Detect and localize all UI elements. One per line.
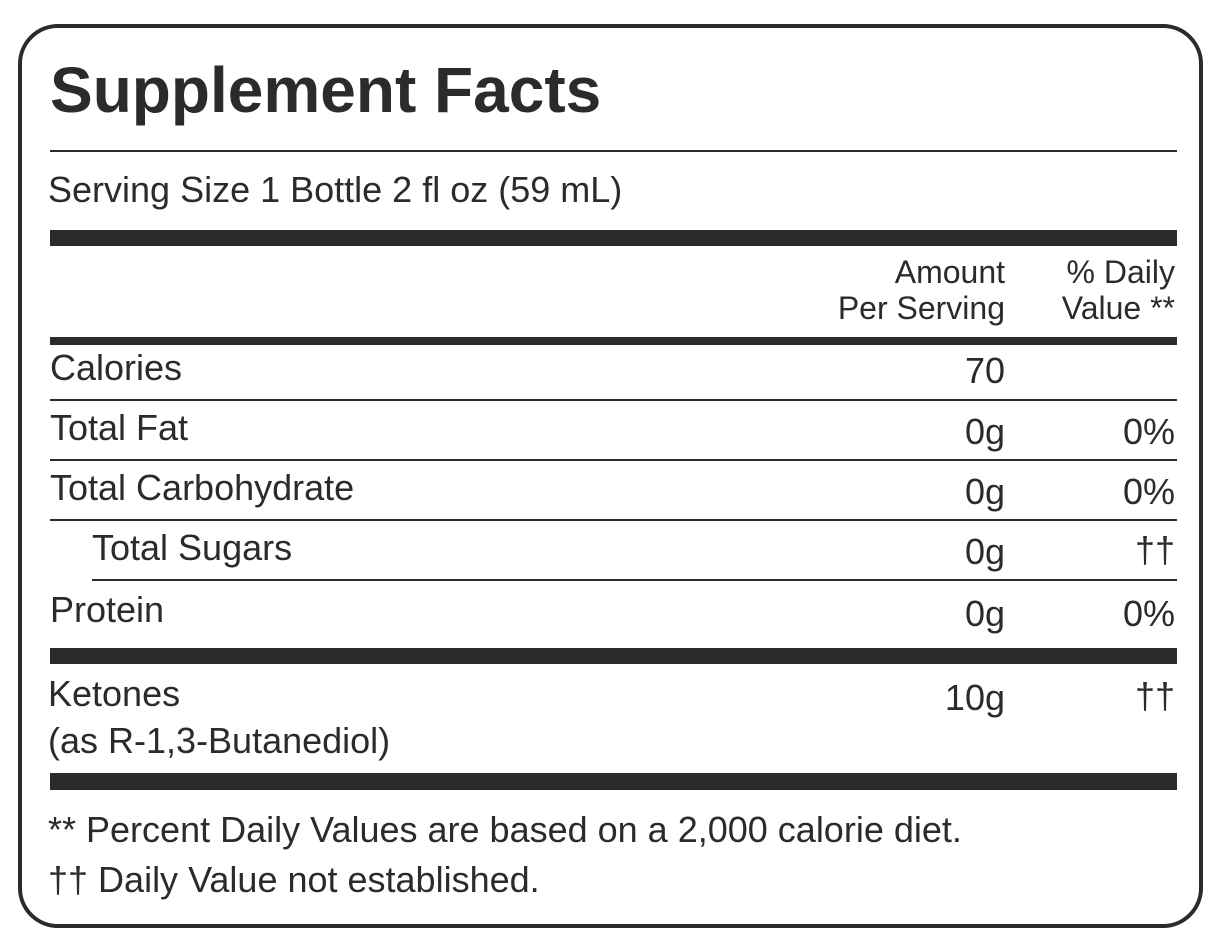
- row-name: Total Sugars: [92, 527, 293, 568]
- header-amount: Amount: [894, 254, 1005, 290]
- row-amount: 0g: [964, 471, 1005, 512]
- header-amount: Per Serving: [837, 290, 1005, 326]
- panel-border: [18, 24, 1203, 928]
- footnote: ** Percent Daily Values are based on a 2…: [48, 809, 962, 850]
- row-amount: 0g: [964, 531, 1005, 572]
- medium-rule: [50, 337, 1177, 345]
- row-name: Protein: [50, 589, 165, 630]
- serving-size: Serving Size 1 Bottle 2 fl oz (59 mL): [48, 169, 623, 210]
- row-rule: [92, 579, 1177, 581]
- row-rule: [50, 519, 1177, 521]
- title: Supplement Facts: [50, 54, 602, 126]
- row-name: Ketones: [48, 673, 181, 714]
- header-daily-value: % Daily: [1066, 254, 1175, 290]
- row-daily-value: ††: [1134, 675, 1175, 716]
- row-amount: 0g: [964, 411, 1005, 452]
- row-rule: [50, 399, 1177, 401]
- row-rule: [50, 459, 1177, 461]
- row-name: Calories: [50, 347, 183, 388]
- row-amount: 10g: [944, 677, 1005, 718]
- thick-rule: [50, 230, 1177, 246]
- thick-rule: [50, 648, 1177, 664]
- row-name: Total Carbohydrate: [50, 467, 355, 508]
- footnote: †† Daily Value not established.: [48, 859, 540, 900]
- row-amount: 70: [964, 350, 1005, 391]
- row-daily-value: 0%: [1122, 593, 1175, 634]
- row-amount: 0g: [964, 593, 1005, 634]
- row-daily-value: ††: [1134, 529, 1175, 570]
- thick-rule: [50, 773, 1177, 790]
- row-subname: (as R-1,3-Butanediol): [48, 720, 391, 761]
- row-name: Total Fat: [50, 407, 189, 448]
- header-daily-value: Value **: [1061, 290, 1175, 326]
- row-daily-value: 0%: [1122, 471, 1175, 512]
- row-daily-value: 0%: [1122, 411, 1175, 452]
- thin-rule: [50, 150, 1177, 152]
